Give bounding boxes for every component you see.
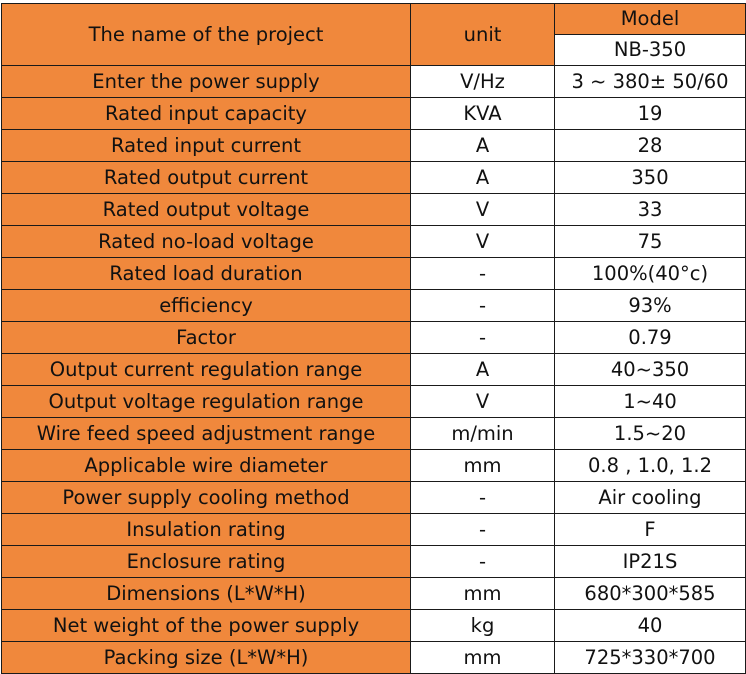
row-name-cell: Rated output voltage xyxy=(1,193,411,226)
specification-table: The name of the project unit Model NB-35… xyxy=(1,3,746,674)
row-value-cell: 40 xyxy=(554,609,746,642)
table-row: Enter the power supply V/Hz 3 ~ 380± 50/60 xyxy=(1,65,746,98)
header-model-value-cell: NB-350 xyxy=(554,34,746,66)
row-unit-cell: kg xyxy=(410,609,555,642)
row-value-cell: 350 xyxy=(554,161,746,194)
header-unit-cell: unit xyxy=(410,3,555,66)
row-name-cell: Rated load duration xyxy=(1,257,411,290)
row-name-cell: Insulation rating xyxy=(1,513,411,546)
table-row: Wire feed speed adjustment range m/min 1.5… xyxy=(1,417,746,450)
row-unit-cell: mm xyxy=(410,641,555,674)
row-name-cell: Rated input current xyxy=(1,129,411,162)
row-value-cell: 33 xyxy=(554,193,746,226)
row-unit-cell: A xyxy=(410,129,555,162)
row-name-cell: Net weight of the power supply xyxy=(1,609,411,642)
table-row: Rated load duration -100%(40°c) xyxy=(1,257,746,290)
table-row: Rated output voltage V 33 xyxy=(1,193,746,226)
header-model-cell: Model xyxy=(554,3,746,35)
row-unit-cell: - xyxy=(410,289,555,322)
row-value-cell: 725*330*700 xyxy=(554,641,746,674)
row-unit-cell: V/Hz xyxy=(410,65,555,98)
row-value-cell: 28 xyxy=(554,129,746,162)
row-name-cell: Wire feed speed adjustment range xyxy=(1,417,411,450)
row-value-cell: 1.5~20 xyxy=(554,417,746,450)
table-row: Enclosure rating - IP21S xyxy=(1,545,746,578)
row-name-cell: Factor xyxy=(1,321,411,354)
row-value-cell: 40~350 xyxy=(554,353,746,386)
row-unit-cell: A xyxy=(410,161,555,194)
table-row: Applicable wire diameter mm 0.8 , 1.0, 1.2 xyxy=(1,449,746,482)
row-value-cell: F xyxy=(554,513,746,546)
row-value-cell: 19 xyxy=(554,97,746,130)
row-name-cell: Rated input capacity xyxy=(1,97,411,130)
row-value-cell: 3 ~ 380± 50/60 xyxy=(554,65,746,98)
table-row: Factor -0.79 xyxy=(1,321,746,354)
row-value-cell: 93% xyxy=(554,289,746,322)
row-unit-cell: mm xyxy=(410,449,555,482)
row-value-cell: 0.8 , 1.0, 1.2 xyxy=(554,449,746,482)
row-unit-cell: - xyxy=(410,513,555,546)
table-row: efficiency -93% xyxy=(1,289,746,322)
row-value-cell: IP21S xyxy=(554,545,746,578)
header-row-2: NB-350 xyxy=(2,34,746,66)
row-name-cell: Output current regulation range xyxy=(1,353,411,386)
header-name-cell: The name of the project xyxy=(1,3,411,66)
row-value-cell: 75 xyxy=(554,225,746,258)
table-row: Rated no-load voltage V 75 xyxy=(1,225,746,258)
row-name-cell: Rated no-load voltage xyxy=(1,225,411,258)
row-value-cell: Air cooling xyxy=(554,481,746,514)
row-unit-cell: - xyxy=(410,481,555,514)
table-row: Output current regulation range A 40~350 xyxy=(1,353,746,386)
row-name-cell: Dimensions (L*W*H) xyxy=(1,577,411,610)
row-value-cell: 1~40 xyxy=(554,385,746,418)
row-unit-cell: V xyxy=(410,193,555,226)
row-name-cell: Rated output current xyxy=(1,161,411,194)
row-unit-cell: - xyxy=(410,545,555,578)
row-unit-cell: A xyxy=(410,353,555,386)
table-row: Rated input current A 28 xyxy=(1,129,746,162)
row-name-cell: Applicable wire diameter xyxy=(1,449,411,482)
row-name-cell: Power supply cooling method xyxy=(1,481,411,514)
row-unit-cell: KVA xyxy=(410,97,555,130)
table-row: Output voltage regulation range V 1~40 xyxy=(1,385,746,418)
row-name-cell: Enter the power supply xyxy=(1,65,411,98)
header-row-1: The name of the project unit Model xyxy=(1,3,746,66)
row-unit-cell: mm xyxy=(410,577,555,610)
row-value-cell: 100%(40°c) xyxy=(554,257,746,290)
row-value-cell: 0.79 xyxy=(554,321,746,354)
row-unit-cell: - xyxy=(410,257,555,290)
table-row: Power supply cooling method - Air cooling xyxy=(1,481,746,514)
table-row: Packing size (L*W*H) mm 725*330*700 xyxy=(1,641,746,674)
row-unit-cell: V xyxy=(410,385,555,418)
row-name-cell: efficiency xyxy=(1,289,411,322)
row-unit-cell: m/min xyxy=(410,417,555,450)
row-name-cell: Enclosure rating xyxy=(1,545,411,578)
table-row: Rated input capacity KVA 19 xyxy=(1,97,746,130)
table-row: Rated output current A 350 xyxy=(1,161,746,194)
row-unit-cell: - xyxy=(410,321,555,354)
row-name-cell: Output voltage regulation range xyxy=(1,385,411,418)
row-name-cell: Packing size (L*W*H) xyxy=(1,641,411,674)
table-row: Net weight of the power supply kg 40 xyxy=(1,609,746,642)
row-value-cell: 680*300*585 xyxy=(554,577,746,610)
table-row: Insulation rating - F xyxy=(1,513,746,546)
row-unit-cell: V xyxy=(410,225,555,258)
table-row: Dimensions (L*W*H) mm 680*300*585 xyxy=(1,577,746,610)
